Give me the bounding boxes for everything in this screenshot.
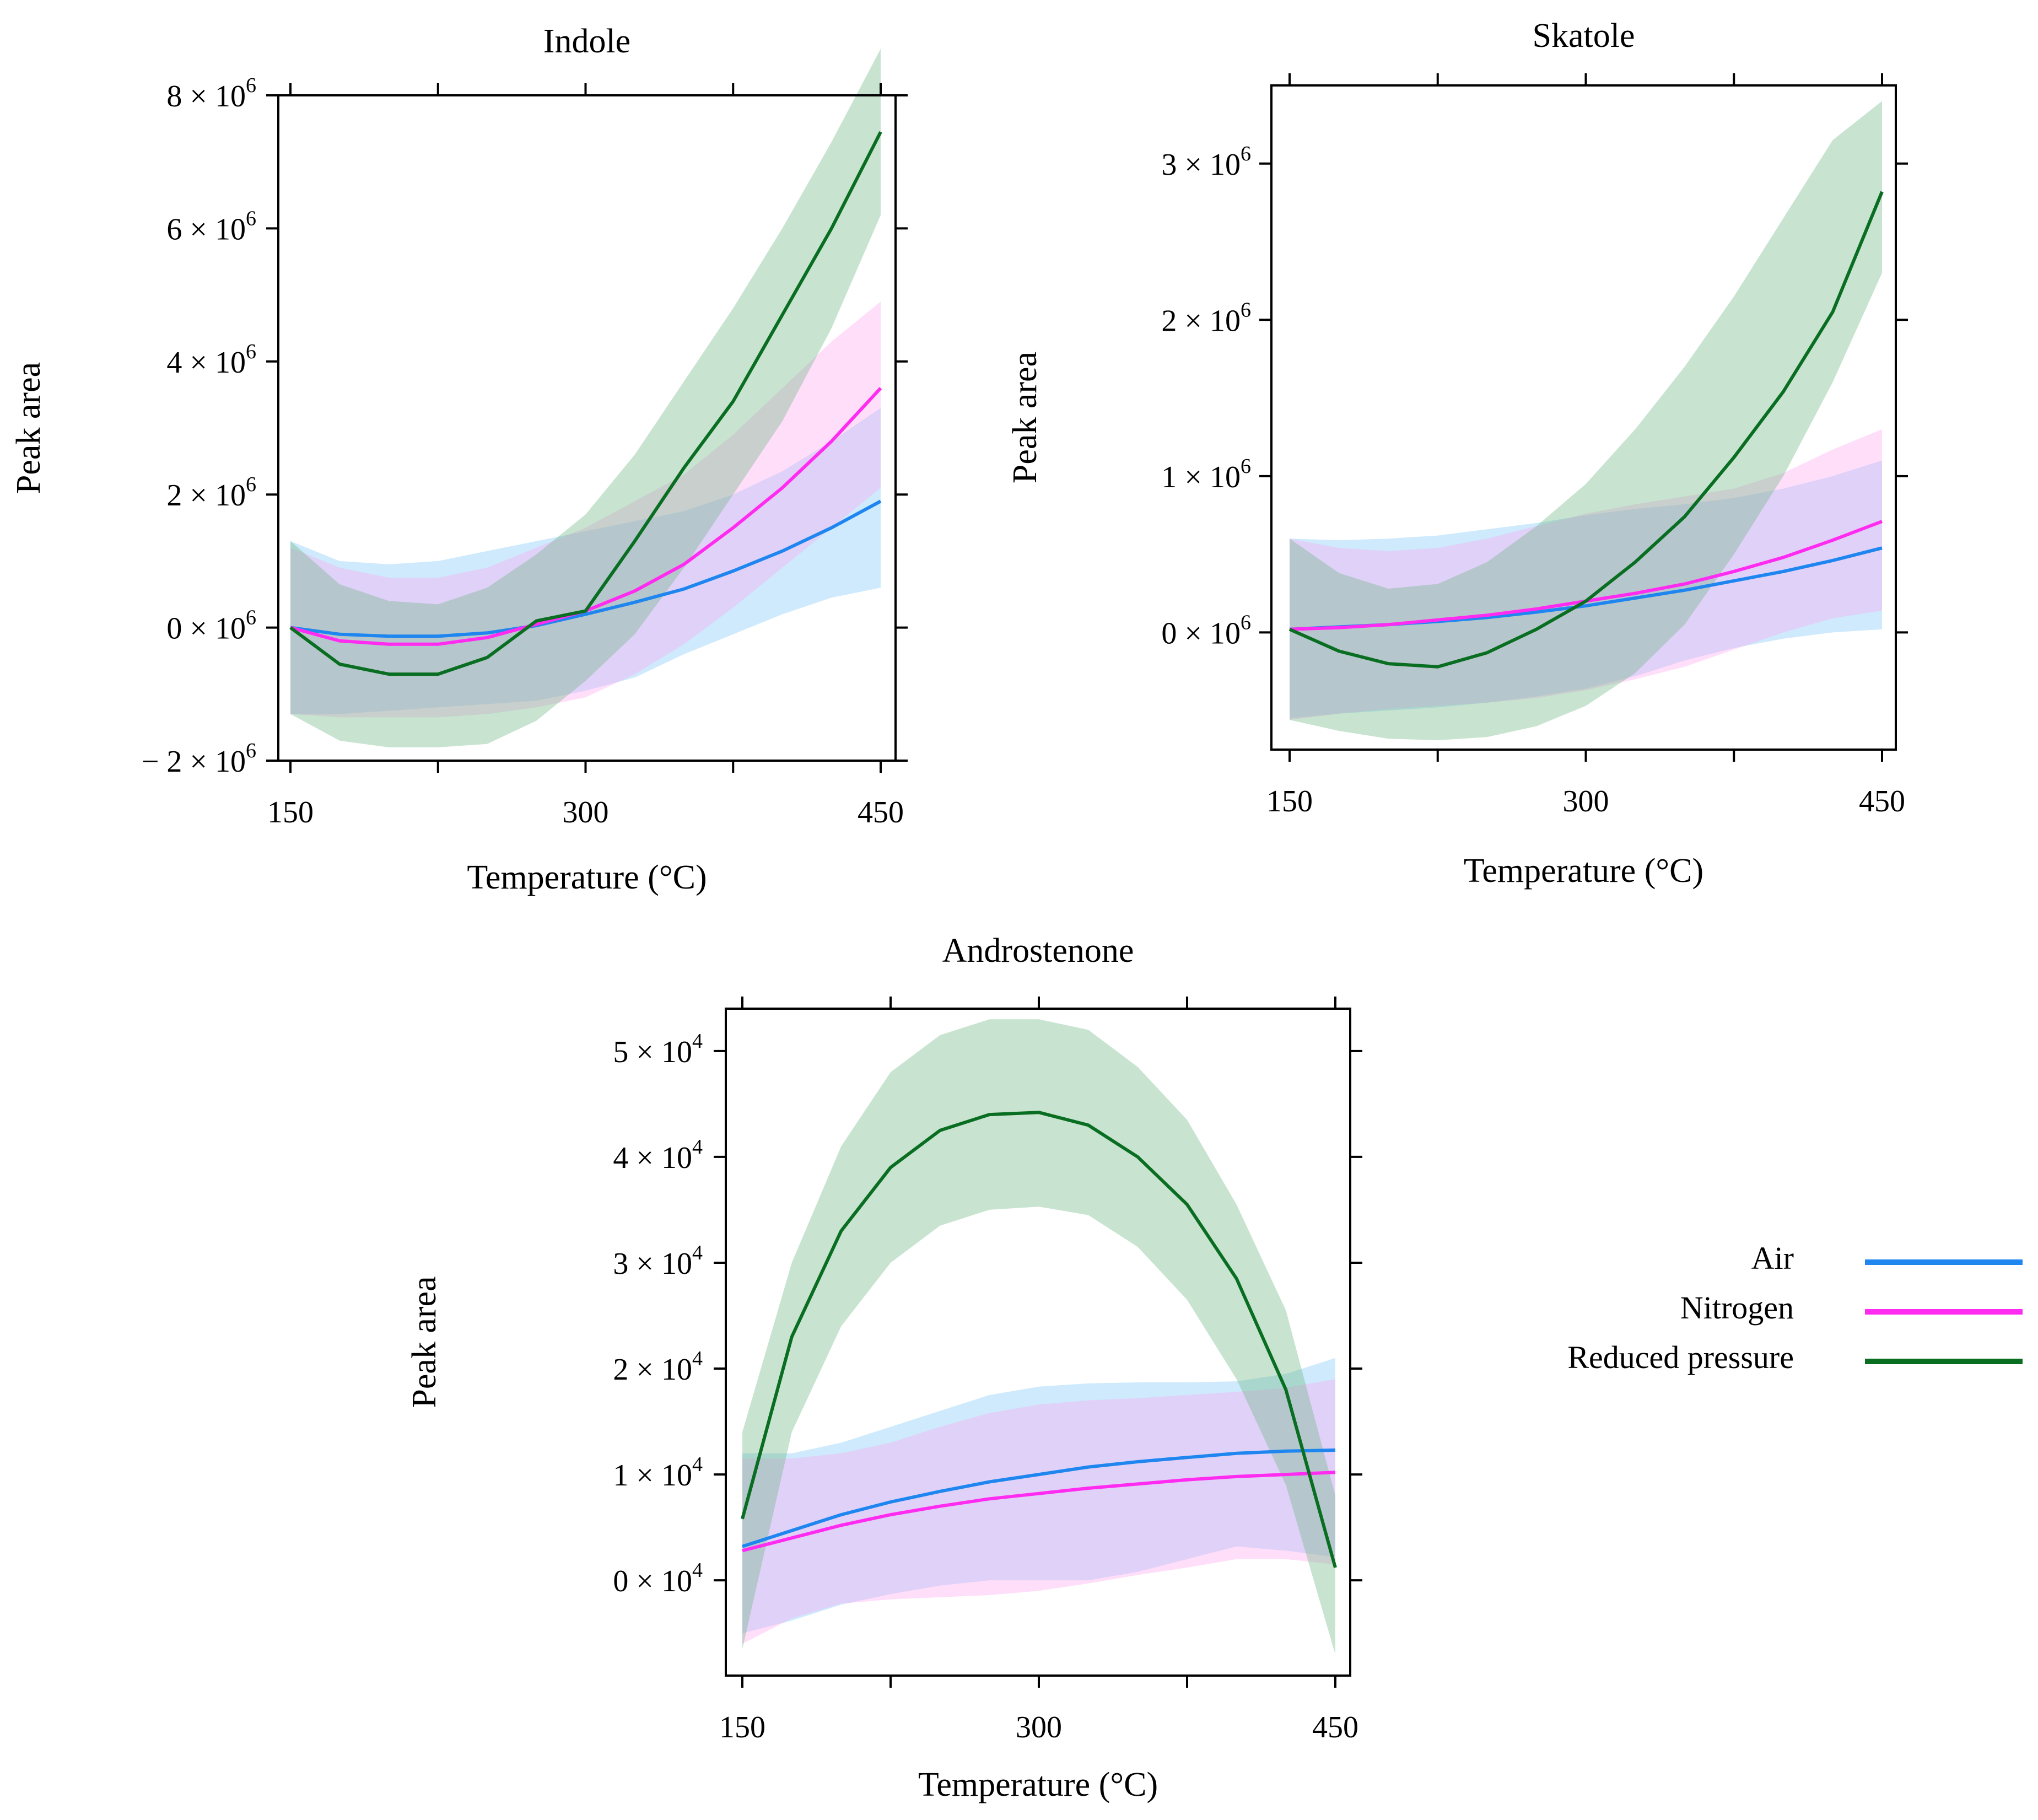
chart-title: Skatole [1533, 17, 1635, 55]
x-tick-label: 450 [1312, 1710, 1358, 1744]
chart-panel-skatole: 150 300 450 0 × 106 1 × 106 2 × 106 3 × 106 Ska… [1006, 17, 1908, 890]
y-tick-label: 4 × 104 [613, 1135, 703, 1175]
x-tick-label: 450 [858, 795, 904, 830]
y-tick-label: 3 × 106 [1161, 142, 1251, 182]
x-axis-label: Temperature (°C) [467, 859, 707, 896]
legend-label-air: Air [1751, 1240, 1794, 1276]
x-tick-label: 150 [719, 1710, 765, 1744]
plot-frame [277, 94, 897, 762]
y-axis-label: Peak area [10, 362, 47, 494]
x-axis-label: Temperature (°C) [918, 1766, 1158, 1803]
confidence-band-air [1290, 460, 1882, 719]
y-tick-label: 4 × 106 [166, 340, 256, 380]
series-line-air [742, 1448, 1336, 1548]
x-tick-label: 300 [563, 795, 609, 830]
x-tick-label: 150 [267, 795, 314, 830]
y-axis-label: Peak area [1006, 352, 1044, 483]
series-line-reduced-pressure [741, 1111, 1337, 1568]
series-line-nitrogen [742, 1471, 1336, 1553]
x-tick-label: 450 [1859, 784, 1905, 819]
x-axis-label: Temperature (°C) [1464, 852, 1703, 890]
y-tick-label: 2 × 106 [166, 473, 256, 513]
plot-frame [1270, 84, 1897, 751]
legend: Air Nitrogen Reduced pressure [1567, 1240, 2023, 1375]
series-line-air [290, 499, 882, 638]
chart-panel-indole: 150 300 450 − 2 × 106 0 × 106 2 × 106 4 × 106 6… [10, 23, 908, 896]
confidence-band-air [742, 1358, 1335, 1634]
x-tick-label: 300 [1016, 1710, 1062, 1744]
y-tick-label: − 2 × 106 [142, 739, 256, 779]
series-line-reduced-pressure [289, 131, 882, 676]
y-tick-label: 0 × 106 [166, 606, 256, 646]
confidence-band-nitrogen [1290, 429, 1882, 720]
y-tick-label: 5 × 104 [613, 1030, 703, 1069]
y-tick-label: 0 × 106 [1161, 611, 1251, 650]
chart-title: Androstenone [942, 932, 1134, 970]
series-line-reduced-pressure [1288, 191, 1884, 669]
y-tick-label: 1 × 106 [1161, 455, 1251, 494]
x-tick-label: 300 [1563, 784, 1609, 819]
y-tick-label: 6 × 106 [166, 207, 256, 246]
y-axis-label: Peak area [406, 1276, 443, 1408]
y-tick-label: 3 × 104 [613, 1241, 703, 1281]
confidence-band-reduced-pressure [742, 1019, 1335, 1655]
legend-label-nitrogen: Nitrogen [1680, 1290, 1794, 1326]
legend-label-reduced-pressure: Reduced pressure [1567, 1339, 1794, 1375]
confidence-band-nitrogen [742, 1379, 1335, 1644]
chart-panel-androstenone: 150 300 450 0 × 104 1 × 104 2 × 104 3 × 104 4 ×… [406, 932, 1362, 1803]
y-tick-label: 1 × 104 [613, 1453, 703, 1493]
x-tick-label: 150 [1266, 784, 1313, 819]
y-tick-label: 2 × 104 [613, 1347, 703, 1387]
confidence-band-reduced-pressure [1290, 101, 1882, 740]
y-tick-label: 8 × 106 [166, 74, 256, 114]
confidence-band-nitrogen [290, 301, 881, 718]
chart-title: Indole [543, 23, 630, 60]
y-tick-label: 0 × 104 [613, 1559, 703, 1598]
y-tick-label: 2 × 106 [1161, 298, 1251, 338]
confidence-band-reduced-pressure [290, 49, 881, 747]
